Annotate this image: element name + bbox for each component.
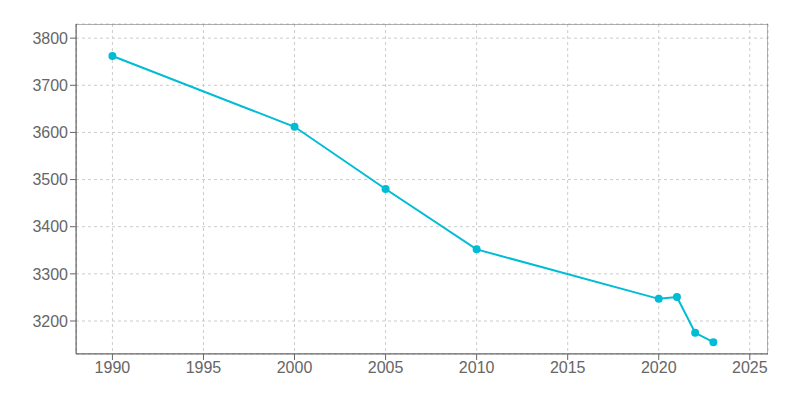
svg-text:3600: 3600	[32, 124, 68, 141]
svg-text:1995: 1995	[186, 359, 222, 376]
svg-text:2025: 2025	[732, 359, 768, 376]
svg-text:2000: 2000	[277, 359, 313, 376]
svg-text:2015: 2015	[550, 359, 586, 376]
svg-text:2010: 2010	[459, 359, 495, 376]
svg-text:2020: 2020	[641, 359, 677, 376]
svg-text:3300: 3300	[32, 266, 68, 283]
svg-text:3400: 3400	[32, 218, 68, 235]
svg-text:3800: 3800	[32, 30, 68, 47]
svg-text:3500: 3500	[32, 171, 68, 188]
svg-text:3200: 3200	[32, 313, 68, 330]
svg-text:3700: 3700	[32, 77, 68, 94]
svg-text:1990: 1990	[95, 359, 131, 376]
svg-text:2005: 2005	[368, 359, 404, 376]
